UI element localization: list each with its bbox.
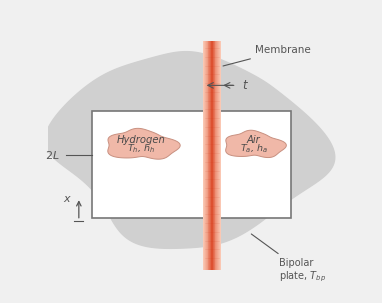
Text: $T_a$, $h_a$: $T_a$, $h_a$	[240, 143, 267, 155]
Bar	[204, 41, 205, 270]
Polygon shape	[226, 130, 286, 158]
Text: Bipolar
plate, $T_{bp}$: Bipolar plate, $T_{bp}$	[251, 234, 326, 284]
Bar	[213, 41, 214, 270]
Polygon shape	[45, 52, 335, 248]
Bar	[206, 41, 207, 270]
Bar	[212, 41, 213, 270]
Bar	[220, 41, 221, 270]
Bar	[216, 41, 217, 270]
Bar	[218, 41, 219, 270]
Bar	[215, 41, 217, 270]
Bar	[219, 41, 220, 270]
Bar	[209, 41, 210, 270]
Bar	[205, 41, 206, 270]
Bar	[207, 41, 208, 270]
Bar	[207, 41, 209, 270]
Bar	[211, 41, 212, 270]
Text: $x$: $x$	[63, 194, 72, 204]
Bar	[217, 41, 219, 270]
Text: $2L$: $2L$	[45, 149, 60, 161]
Text: Membrane: Membrane	[223, 45, 311, 66]
Text: Air: Air	[247, 135, 261, 145]
Text: $T_h$, $h_h$: $T_h$, $h_h$	[127, 143, 155, 155]
Bar	[209, 41, 210, 270]
Polygon shape	[108, 128, 180, 159]
Bar	[215, 41, 216, 270]
Bar	[92, 111, 290, 218]
Text: $t$: $t$	[242, 79, 249, 92]
Bar	[203, 41, 204, 270]
Text: Hydrogen: Hydrogen	[117, 135, 165, 145]
Bar	[214, 41, 215, 270]
Bar	[210, 41, 211, 270]
